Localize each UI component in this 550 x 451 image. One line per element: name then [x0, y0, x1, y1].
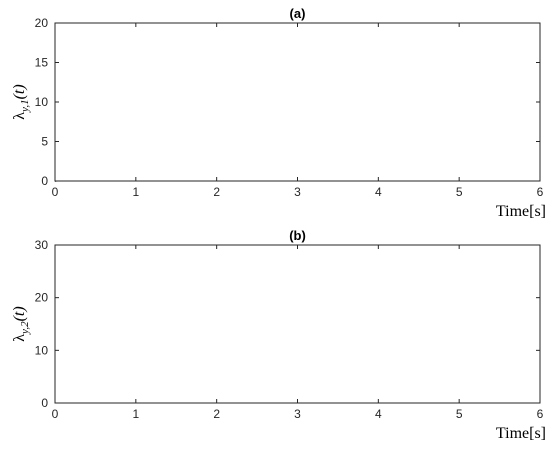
x-tick-label: 6: [537, 185, 544, 199]
y-label-subscript: y,1: [19, 99, 31, 113]
x-tick-label: 3: [294, 185, 301, 199]
y-label-subscript: y,2: [19, 321, 31, 335]
chart-title: (b): [289, 228, 306, 243]
y-tick-label: 15: [35, 56, 49, 70]
x-tick-label: 4: [375, 407, 382, 421]
x-tick-label: 5: [456, 185, 463, 199]
x-tick-label: 2: [213, 407, 220, 421]
x-tick-label: 2: [213, 185, 220, 199]
x-tick-label: 1: [132, 407, 139, 421]
y-label-argument: (t): [11, 306, 28, 321]
axes-frame: [54, 244, 541, 404]
x-tick-label: 0: [52, 185, 59, 199]
y-tick-label: 20: [35, 16, 49, 30]
chart-title: (a): [290, 6, 306, 21]
x-axis-label: Time[s]: [496, 425, 546, 442]
x-tick-label: 1: [132, 185, 139, 199]
x-tick-label: 4: [375, 185, 382, 199]
x-tick-label: 0: [52, 407, 59, 421]
subplot-b: 0 1 2 3 4 5 6 0 10 20 30 (b) Time[s] λy,2(t): [11, 228, 546, 442]
y-tick-label: 30: [35, 238, 49, 252]
y-tick-label: 5: [41, 135, 48, 149]
y-label-symbol: λ: [11, 334, 28, 342]
y-tick-label: 20: [35, 291, 49, 305]
y-tick-label: 0: [41, 396, 48, 410]
x-tick-label: 3: [294, 407, 301, 421]
y-tick-label: 10: [35, 343, 49, 357]
x-axis-label: Time[s]: [496, 203, 546, 220]
y-tick-label: 10: [35, 95, 49, 109]
x-tick-label: 6: [537, 407, 544, 421]
x-tick-label: 5: [456, 407, 463, 421]
y-axis-label: λy,2(t): [11, 306, 31, 341]
axes-frame: [54, 22, 541, 182]
y-label-argument: (t): [11, 84, 28, 99]
subplot-a: 0 1 2 3 4 5 6 0 5 10 15 20 (a) Time[s] λy,1(t): [11, 6, 546, 220]
y-label-symbol: λ: [11, 112, 28, 120]
y-axis-label: λy,1(t): [11, 84, 31, 119]
y-tick-label: 0: [41, 174, 48, 188]
